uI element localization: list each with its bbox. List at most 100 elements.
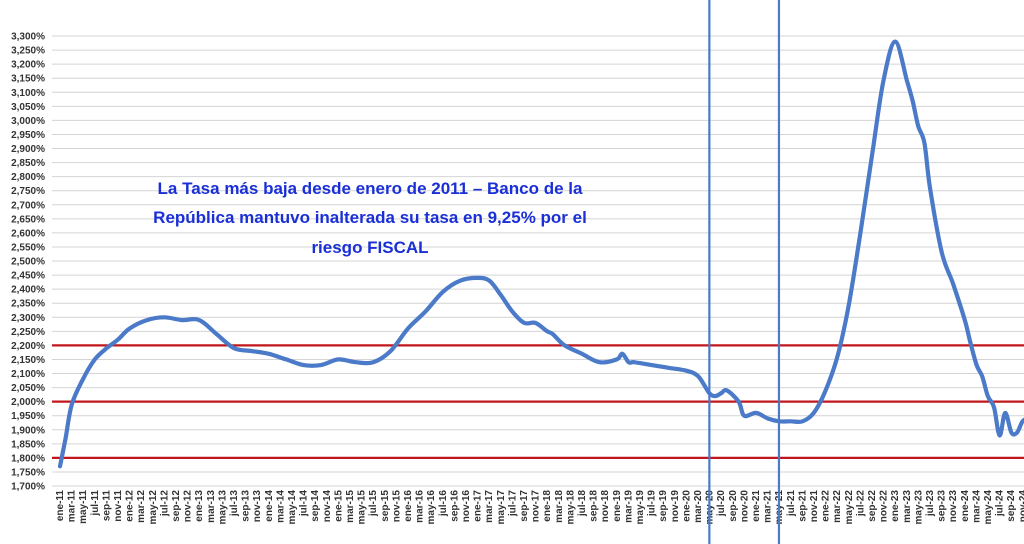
x-tick-label: nov-13 bbox=[252, 490, 263, 523]
y-tick-label: 1,800% bbox=[11, 453, 45, 464]
x-tick-label: ene-21 bbox=[751, 490, 762, 522]
x-tick-label: nov-15 bbox=[391, 490, 402, 523]
y-tick-label: 1,700% bbox=[11, 482, 45, 493]
y-tick-label: 3,200% bbox=[11, 60, 45, 71]
x-tick-label: jul-16 bbox=[438, 490, 449, 518]
y-tick-label: 3,250% bbox=[11, 46, 45, 57]
y-tick-label: 3,000% bbox=[11, 116, 45, 127]
x-tick-label: may-11 bbox=[78, 490, 89, 524]
y-tick-label: 2,150% bbox=[11, 355, 45, 366]
x-tick-label: ene-11 bbox=[55, 490, 66, 522]
x-tick-label: nov-22 bbox=[879, 490, 890, 523]
x-tick-label: mar-19 bbox=[623, 490, 634, 523]
x-tick-label: ene-18 bbox=[542, 490, 553, 522]
x-tick-label: sep-18 bbox=[589, 490, 600, 522]
x-tick-label: sep-11 bbox=[101, 490, 112, 522]
y-tick-label: 1,750% bbox=[11, 467, 45, 478]
y-tick-label: 2,250% bbox=[11, 327, 45, 338]
y-tick-label: 2,200% bbox=[11, 341, 45, 352]
x-tick-label: nov-11 bbox=[113, 490, 124, 522]
reference-lines bbox=[52, 0, 1024, 544]
x-tick-label: nov-21 bbox=[809, 490, 820, 523]
x-tick-label: nov-19 bbox=[670, 490, 681, 523]
x-axis-ticks: ene-11 mar-11 may-11 jul-11 sep-11 nov-11 ene-… bbox=[55, 490, 1024, 525]
x-tick-label: jul-23 bbox=[925, 490, 936, 518]
y-tick-label: 2,800% bbox=[11, 172, 45, 183]
x-tick-label: may-13 bbox=[217, 490, 228, 525]
y-axis-ticks: 1,700% 1,750% 1,800% 1,850% 1,900% 1,950% 2,00… bbox=[11, 32, 45, 493]
x-tick-label: sep-21 bbox=[797, 490, 808, 522]
y-tick-label: 2,100% bbox=[11, 369, 45, 380]
x-tick-label: may-23 bbox=[913, 490, 924, 525]
x-tick-label: nov-14 bbox=[322, 490, 333, 523]
x-tick-label: mar-15 bbox=[345, 490, 356, 523]
x-tick-label: mar-18 bbox=[554, 490, 565, 523]
y-tick-label: 2,000% bbox=[11, 397, 45, 408]
x-tick-label: jul-13 bbox=[229, 490, 240, 518]
x-tick-label: mar-17 bbox=[484, 490, 495, 523]
y-tick-label: 2,350% bbox=[11, 299, 45, 310]
x-tick-label: jul-21 bbox=[786, 490, 797, 518]
x-tick-label: may-22 bbox=[844, 490, 855, 525]
x-tick-label: may-15 bbox=[357, 490, 368, 525]
x-tick-label: nov-20 bbox=[739, 490, 750, 523]
y-tick-label: 2,700% bbox=[11, 200, 45, 211]
x-tick-label: mar-11 bbox=[67, 490, 78, 523]
y-tick-label: 1,850% bbox=[11, 439, 45, 450]
y-tick-label: 1,900% bbox=[11, 425, 45, 436]
x-tick-label: may-24 bbox=[983, 490, 994, 525]
x-tick-label: jul-24 bbox=[995, 490, 1006, 518]
x-tick-label: mar-24 bbox=[971, 490, 982, 523]
y-tick-label: 3,050% bbox=[11, 102, 45, 113]
x-tick-label: jul-15 bbox=[368, 490, 379, 518]
x-tick-label: ene-19 bbox=[612, 490, 623, 522]
y-tick-label: 3,100% bbox=[11, 88, 45, 99]
y-tick-label: 2,900% bbox=[11, 144, 45, 155]
series-group bbox=[57, 39, 1024, 469]
x-tick-label: mar-13 bbox=[206, 490, 217, 523]
x-tick-label: jul-12 bbox=[159, 490, 170, 518]
annotation-line-1: La Tasa más baja desde enero de 2011 – B… bbox=[158, 179, 583, 198]
x-tick-label: may-18 bbox=[565, 490, 576, 525]
annotation-line-3: riesgo FISCAL bbox=[311, 238, 428, 257]
x-tick-label: may-17 bbox=[496, 490, 507, 525]
y-tick-label: 3,300% bbox=[11, 32, 45, 43]
y-tick-label: 2,850% bbox=[11, 158, 45, 169]
x-tick-label: ene-16 bbox=[403, 490, 414, 522]
x-tick-label: mar-12 bbox=[136, 490, 147, 523]
x-tick-label: sep-20 bbox=[728, 490, 739, 522]
y-tick-label: 2,750% bbox=[11, 186, 45, 197]
y-tick-label: 2,400% bbox=[11, 285, 45, 296]
x-tick-label: jul-11 bbox=[90, 490, 101, 517]
y-tick-label: 2,550% bbox=[11, 242, 45, 253]
x-tick-label: jul-17 bbox=[507, 490, 518, 518]
y-tick-label: 1,950% bbox=[11, 411, 45, 422]
x-tick-label: nov-12 bbox=[183, 490, 194, 523]
x-tick-label: mar-23 bbox=[902, 490, 913, 523]
x-tick-label: ene-20 bbox=[681, 490, 692, 522]
x-tick-label: sep-12 bbox=[171, 490, 182, 522]
x-tick-label: mar-20 bbox=[693, 490, 704, 523]
y-tick-label: 2,500% bbox=[11, 257, 45, 268]
x-tick-label: jul-22 bbox=[855, 490, 866, 518]
x-tick-label: ene-22 bbox=[821, 490, 832, 522]
x-tick-label: ene-15 bbox=[333, 490, 344, 522]
x-tick-label: sep-19 bbox=[658, 490, 669, 522]
x-tick-label: nov-24 bbox=[1018, 490, 1024, 523]
x-tick-label: nov-17 bbox=[531, 490, 542, 523]
x-tick-label: mar-14 bbox=[275, 490, 286, 523]
x-tick-label: mar-22 bbox=[832, 490, 843, 523]
x-tick-label: jul-19 bbox=[647, 490, 658, 518]
x-tick-label: sep-15 bbox=[380, 490, 391, 522]
x-tick-label: ene-12 bbox=[125, 490, 136, 522]
annotation: La Tasa más baja desde enero de 2011 – B… bbox=[153, 179, 587, 257]
x-tick-label: ene-24 bbox=[960, 490, 971, 522]
y-tick-label: 2,600% bbox=[11, 228, 45, 239]
series-line bbox=[57, 39, 1024, 469]
y-tick-label: 3,150% bbox=[11, 74, 45, 85]
x-tick-label: ene-14 bbox=[264, 490, 275, 522]
x-tick-label: mar-21 bbox=[763, 490, 774, 523]
x-tick-label: ene-13 bbox=[194, 490, 205, 522]
